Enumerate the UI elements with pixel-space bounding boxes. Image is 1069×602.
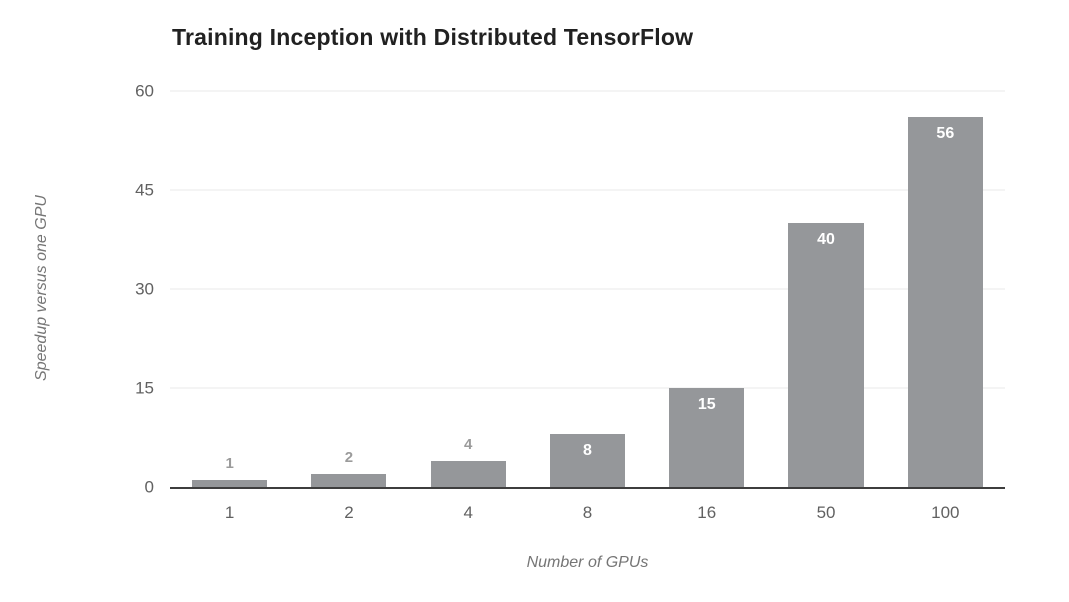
- bar-value-label: 56: [936, 125, 955, 143]
- gridline: [170, 387, 1005, 389]
- bar-1: 1: [192, 456, 268, 487]
- gridlines-layer: 0 15 30 45 60: [135, 83, 1005, 496]
- bar-value-label: 40: [817, 231, 835, 249]
- bar-band: 2: [289, 91, 408, 487]
- x-tick-label: 4: [463, 503, 473, 522]
- x-tick-label: 50: [816, 503, 836, 522]
- bar-band: 56: [886, 91, 1005, 487]
- y-tick-label: 60: [135, 81, 154, 101]
- plot-area: 0 15 30 45 60 1 2 4 8 15 40 56: [135, 83, 1005, 496]
- bar-band: 4: [409, 91, 528, 487]
- bar-value-label: 8: [583, 442, 592, 460]
- y-tick-label: 0: [144, 477, 154, 497]
- bar-band: 8: [528, 91, 647, 487]
- gridline: [170, 90, 1005, 92]
- x-tick-label: 1: [224, 503, 235, 522]
- bar-band: 40: [766, 91, 885, 487]
- x-tick-label: 8: [582, 503, 593, 522]
- bar-16: 15: [669, 388, 745, 487]
- bar-4: 4: [430, 437, 506, 487]
- bar-50: 40: [788, 223, 864, 487]
- x-axis-ticks: 1 2 4 8 16 50 100: [170, 503, 1005, 523]
- y-tick-label: 15: [135, 378, 154, 398]
- bars-layer: 1 2 4 8 15 40 56: [170, 91, 1005, 487]
- x-tick-label: 16: [697, 503, 717, 522]
- y-tick-label: 30: [135, 279, 154, 299]
- y-tick-label: 45: [135, 180, 154, 200]
- y-axis-title: Speedup versus one GPU: [33, 195, 50, 381]
- gridline: [170, 288, 1005, 290]
- bar-100: 56: [907, 117, 983, 487]
- bar-value-label: 4: [464, 435, 473, 453]
- x-tick-label: 100: [931, 503, 960, 522]
- bar-2: 2: [311, 450, 387, 487]
- bar-value-label: 1: [225, 455, 234, 473]
- bar-8: 8: [549, 434, 626, 487]
- x-axis-title: Number of GPUs: [526, 554, 649, 571]
- bar-value-label: 15: [697, 396, 716, 413]
- x-tick-label: 2: [344, 503, 354, 522]
- bar-band: 15: [647, 91, 766, 487]
- chart-title: Training Inception with Distributed Tens…: [172, 24, 694, 50]
- gridline: [170, 189, 1005, 191]
- bar-value-label: 2: [344, 448, 354, 466]
- bar-band: 1: [170, 91, 289, 487]
